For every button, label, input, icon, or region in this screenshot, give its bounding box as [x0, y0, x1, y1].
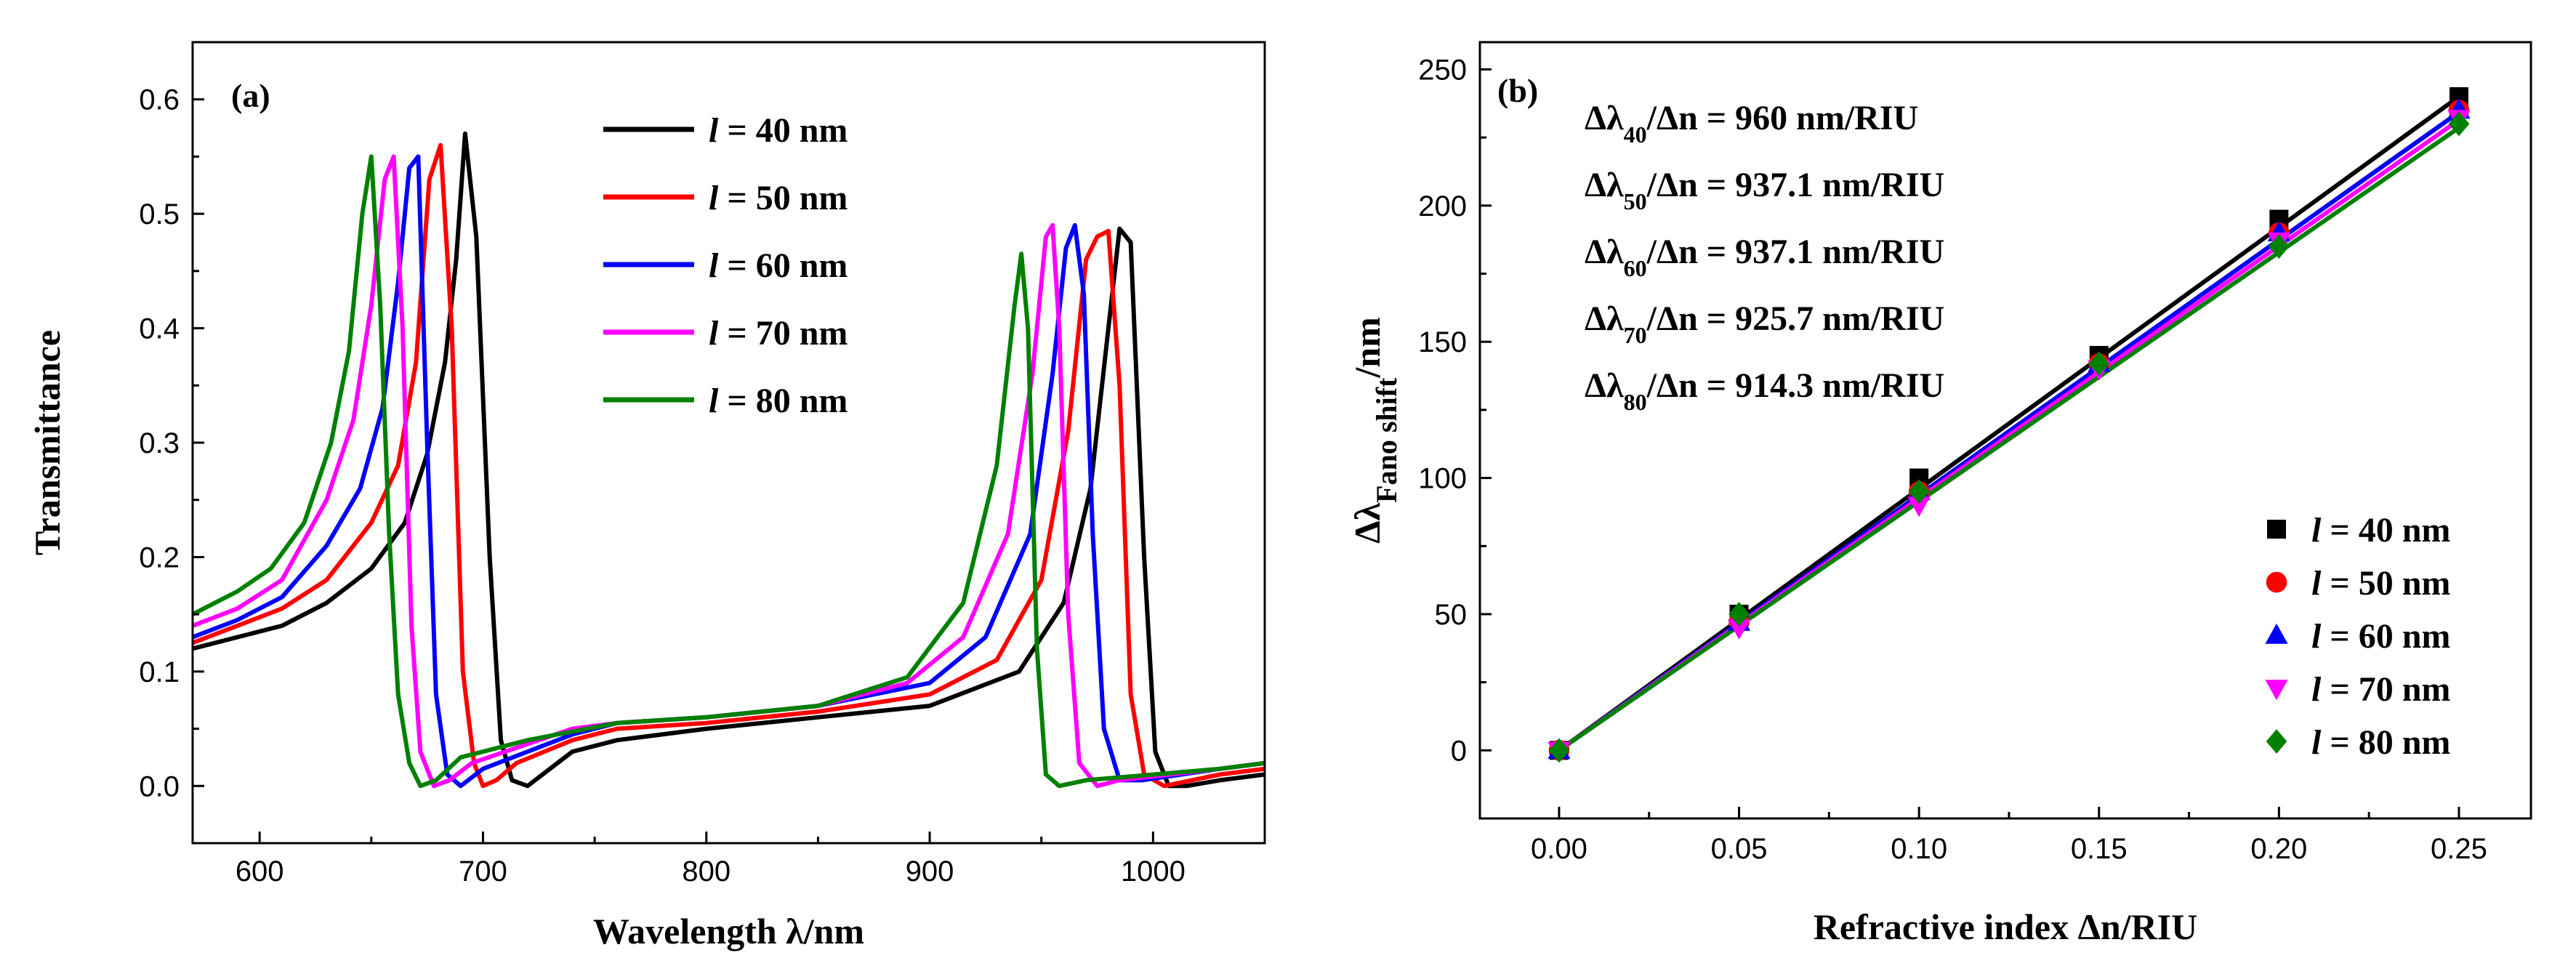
panel-label: (a): [231, 77, 270, 114]
sensitivity-annotation: Δλ50/Δn = 937.1 nm/RIU: [1585, 166, 1944, 214]
plot-frame: [1478, 41, 2532, 820]
x-tick-label: 0.15: [2071, 833, 2128, 865]
data-point-circle: [2266, 571, 2287, 593]
data-point-triangle-down: [2265, 680, 2288, 701]
legend-label: l = 40 nm: [2311, 511, 2450, 550]
data-point-triangle-up: [2265, 623, 2288, 644]
y-axis-label: ΔλFano shift/nm: [1347, 317, 1403, 544]
legend-label: l = 60 nm: [709, 246, 848, 285]
y-tick-label: 100: [1418, 463, 1467, 495]
data-point-diamond: [2266, 729, 2287, 754]
panel-label: (b): [1497, 72, 1538, 109]
legend-label: l = 80 nm: [709, 382, 848, 420]
y-tick-label: 200: [1418, 190, 1467, 222]
y-tick-label: 0.6: [139, 84, 180, 116]
y-axis-label: Transmittance: [27, 330, 68, 555]
data-point-diamond: [2269, 234, 2290, 259]
data-point-diamond: [1548, 738, 1570, 763]
legend-label: l = 50 nm: [2311, 564, 2450, 603]
panel-a-transmittance-chart: 600 700 800 900 1000 0.0 0.1 0.2 0.3 0.4 0.5 0.6 Wav…: [27, 41, 1266, 951]
legend-label: l = 40 nm: [709, 111, 848, 150]
data-point-diamond: [2448, 111, 2470, 137]
x-tick-label: 600: [236, 856, 284, 888]
panel-b-fano-shift-chart: 0.00 0.05 0.10 0.15 0.20 0.25 0 50 100 150 200 250 R…: [1347, 41, 2532, 947]
sensitivity-annotation: Δλ80/Δn = 914.3 nm/RIU: [1585, 366, 1944, 415]
data-point-diamond: [1728, 602, 1750, 627]
x-tick-label: 0.20: [2250, 833, 2307, 865]
data-point-triangle-down: [1727, 619, 1751, 640]
data-point-square: [2267, 520, 2286, 539]
sensitivity-annotation: Δλ70/Δn = 925.7 nm/RIU: [1585, 299, 1944, 348]
legend-label: l = 70 nm: [2311, 670, 2450, 709]
fit-line-4: [1558, 126, 2460, 752]
y-tick-label: 50: [1435, 599, 1468, 631]
y-tick-label: 0.2: [139, 542, 180, 573]
x-axis-label: Wavelength λ/nm: [593, 911, 864, 951]
y-tick-label: 150: [1418, 326, 1467, 358]
legend-label: l = 70 nm: [709, 314, 848, 353]
x-tick-label: 0.00: [1531, 833, 1587, 865]
y-tick-label: 0.5: [139, 198, 180, 230]
x-tick-label: 700: [459, 856, 507, 888]
y-tick-label: 0: [1451, 735, 1467, 767]
y-tick-label: 0.1: [139, 656, 180, 688]
legend-label: l = 80 nm: [2311, 723, 2450, 762]
y-tick-label: 0.0: [139, 770, 180, 802]
x-axis-label: Refractive index Δn/RIU: [1814, 906, 2198, 947]
data-point-diamond: [2088, 351, 2110, 377]
x-tick-label: 800: [682, 856, 730, 888]
sensitivity-annotation: Δλ40/Δn = 960 nm/RIU: [1585, 99, 1918, 148]
x-tick-label: 1000: [1121, 856, 1186, 888]
legend-label: l = 60 nm: [2311, 617, 2450, 656]
x-tick-label: 0.25: [2431, 833, 2487, 865]
y-tick-label: 250: [1418, 54, 1467, 86]
x-tick-label: 0.05: [1711, 833, 1768, 865]
y-tick-label: 0.3: [139, 427, 180, 459]
data-point-diamond: [1908, 479, 1930, 504]
x-tick-label: 900: [906, 856, 954, 888]
legend-label: l = 50 nm: [709, 179, 848, 217]
x-tick-label: 0.10: [1891, 833, 1947, 865]
data-point-triangle-down: [1907, 496, 1931, 518]
series-line-1: [193, 142, 1265, 789]
y-tick-label: 0.4: [139, 313, 180, 345]
series-line-4: [193, 154, 1265, 789]
sensitivity-annotation: Δλ60/Δn = 937.1 nm/RIU: [1585, 233, 1944, 281]
